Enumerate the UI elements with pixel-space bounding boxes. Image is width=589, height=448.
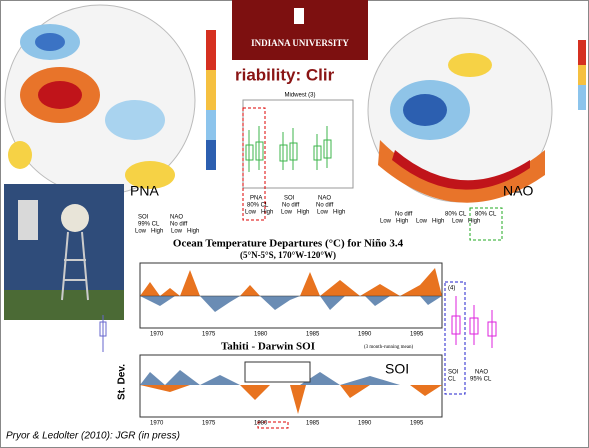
side-labels: SOI CL NAO 95% CL: [448, 370, 492, 383]
group-name: NAO: [475, 370, 488, 376]
group-note: 95% CL: [470, 377, 492, 383]
level-label: Low: [452, 219, 464, 225]
level-label: Low: [171, 229, 183, 235]
logo: [294, 8, 304, 24]
level-labels: Low High Low High Low High Low High Low High Low Hi…: [135, 210, 480, 235]
photo: [4, 184, 124, 320]
level-label: High: [261, 210, 273, 216]
strip-label: SOI: [138, 215, 149, 221]
group-name: SOI: [284, 196, 295, 202]
nino-title: Ocean Temperature Departures (°C) for Ni…: [173, 238, 404, 250]
year-label: 1980: [254, 421, 268, 427]
pna-label: PNA: [130, 183, 159, 199]
soi-subtitle: (3 month-running mean): [364, 345, 413, 350]
group-name: SOI: [448, 370, 459, 376]
level-label: High: [297, 210, 309, 216]
group-note: CL: [448, 377, 456, 383]
year-label: 1990: [358, 421, 372, 427]
year-label: 1995: [410, 421, 424, 427]
group-name: PNA: [250, 196, 262, 202]
level-label: Low: [416, 219, 428, 225]
side-box: [99, 281, 497, 395]
left-colorbar: [206, 30, 216, 170]
level-label: High: [333, 210, 345, 216]
strip-label: NAO: [170, 215, 183, 221]
year-label: 1970: [150, 421, 164, 427]
pna-map: [4, 4, 196, 196]
level-label: Low: [317, 210, 329, 216]
level-label: High: [396, 219, 408, 225]
group-note: 80% CL: [247, 203, 269, 209]
nino-years: 1970 1975 1980 1985 1990 1995: [150, 332, 424, 338]
box-group-labels: PNA 80% CL SOI No diff NAO No diff: [247, 196, 334, 209]
year-label: 1985: [306, 332, 320, 338]
soi-title: Tahiti - Darwin SOI: [221, 341, 315, 353]
level-label: Low: [281, 210, 293, 216]
level-label: High: [432, 219, 444, 225]
level-label: High: [468, 219, 480, 225]
year-label: 1980: [254, 332, 268, 338]
soi-y-label: St. Dev.: [117, 364, 128, 400]
year-label: 1990: [358, 332, 372, 338]
citation: Pryor & Ledolter (2010): JGR (in press): [6, 431, 180, 442]
level-label: Low: [245, 210, 257, 216]
left-strip: SOI 99% CL NAO No diff: [138, 215, 188, 228]
soi-plot: [139, 354, 443, 429]
right-strip: No diff 80% CL 80% CL: [395, 207, 503, 241]
boxplot-panel: [232, 88, 362, 228]
right-colorbar: [578, 40, 586, 110]
level-label: Low: [135, 229, 147, 235]
strip-note: 80% CL: [475, 212, 497, 218]
group-name: NAO: [318, 196, 331, 202]
strip-note: 99% CL: [138, 222, 160, 228]
soi-label: SOI: [385, 361, 409, 377]
soi-years: 1970 1975 1980 1985 1990 1995: [150, 421, 424, 427]
nino-plot: [139, 262, 443, 329]
level-label: High: [187, 229, 199, 235]
nao-label: NAO: [503, 183, 533, 199]
boxplot-title: Midwest (3): [284, 93, 315, 99]
strip-note: 80% CL: [445, 212, 467, 218]
year-label: 1975: [202, 421, 216, 427]
side-tag: (4): [448, 286, 455, 292]
year-label: 1970: [150, 332, 164, 338]
year-label: 1985: [306, 421, 320, 427]
nino-subtitle: (5°N-5°S, 170°W-120°W): [240, 250, 336, 260]
university: INDIANA UNIVERSITY: [251, 38, 349, 48]
strip-note: No diff: [395, 212, 413, 218]
group-note: No diff: [282, 203, 300, 209]
group-note: No diff: [316, 203, 334, 209]
strip-note: No diff: [170, 222, 188, 228]
level-label: High: [151, 229, 163, 235]
year-label: 1975: [202, 332, 216, 338]
nao-map: [367, 17, 553, 203]
level-label: Low: [380, 219, 392, 225]
year-label: 1995: [410, 332, 424, 338]
slide-title: riability: Clir: [235, 65, 335, 84]
